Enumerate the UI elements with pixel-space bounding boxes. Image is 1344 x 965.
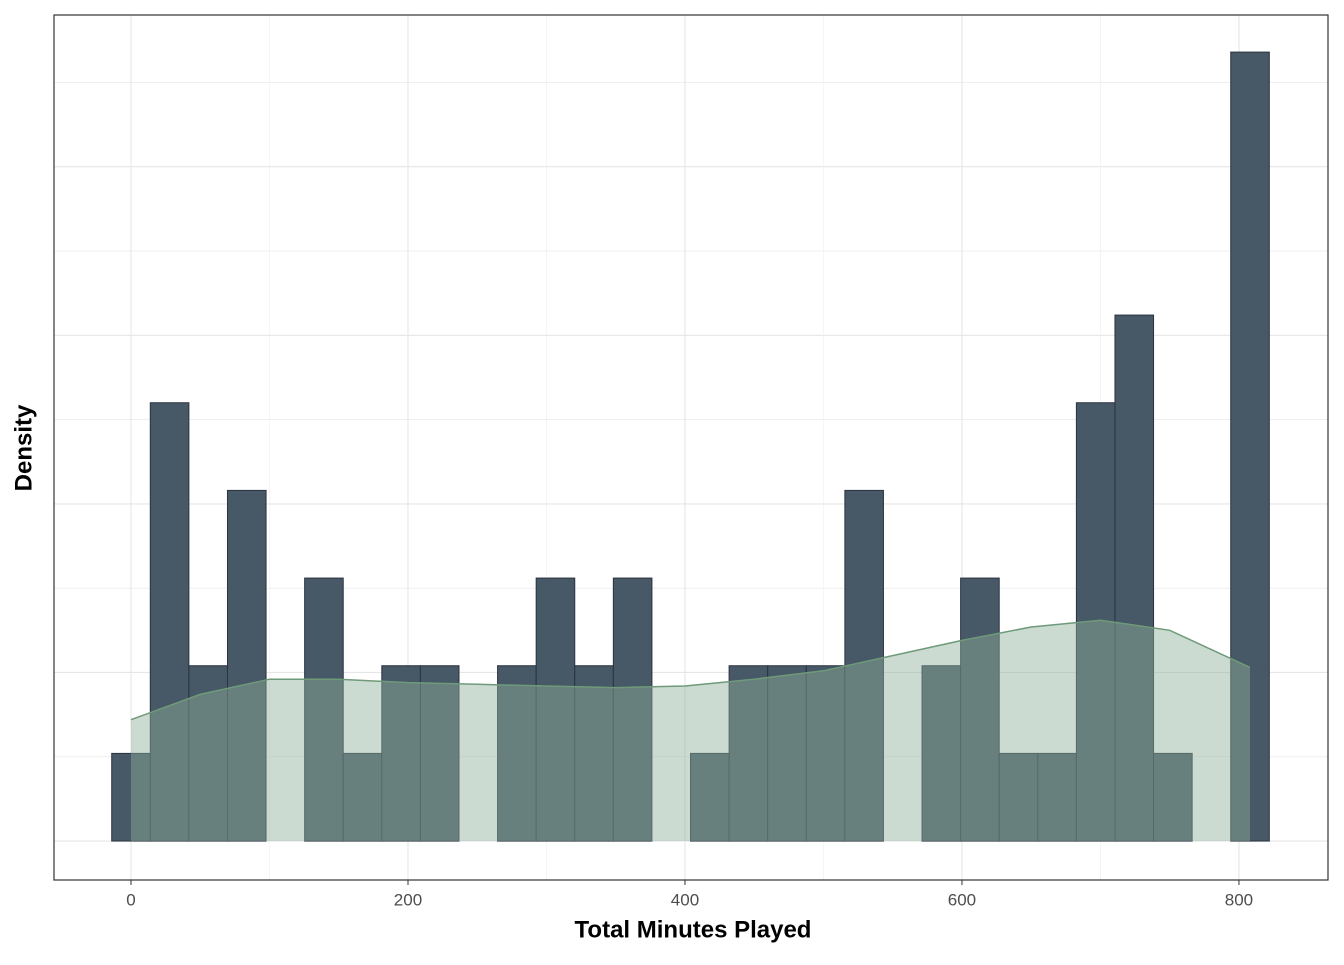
bar — [111, 752, 151, 842]
bar — [767, 665, 807, 842]
plot-border — [53, 14, 1329, 881]
bar — [149, 402, 190, 842]
bar — [1230, 51, 1270, 842]
bar — [574, 665, 614, 842]
x-axis-title: Total Minutes Played — [575, 916, 812, 943]
bar — [226, 489, 267, 842]
x-tick-label: 0 — [126, 890, 135, 909]
y-axis-title: Density — [10, 404, 37, 491]
density-layer — [130, 619, 1251, 842]
x-tick-label: 800 — [1225, 890, 1253, 909]
bar — [381, 665, 421, 842]
bar — [304, 577, 344, 842]
bar — [188, 665, 228, 842]
bars — [111, 51, 1270, 842]
density-line — [130, 619, 1251, 721]
bar — [342, 752, 383, 842]
x-tick-label: 400 — [671, 890, 699, 909]
axes: 0 200 400 600 800 — [126, 880, 1253, 909]
bar — [535, 577, 576, 842]
density-area — [131, 620, 1250, 842]
bar — [1037, 752, 1077, 842]
bar — [1153, 752, 1193, 842]
bar — [612, 577, 653, 842]
bar — [728, 665, 769, 842]
bar — [805, 665, 846, 842]
x-tick-label: 200 — [394, 890, 422, 909]
bar — [921, 665, 962, 842]
bar — [690, 752, 730, 842]
bar — [960, 577, 1000, 842]
x-tick-label: 600 — [948, 890, 976, 909]
bar — [419, 665, 460, 842]
bar — [998, 752, 1039, 842]
bar — [844, 489, 884, 842]
bar — [1114, 314, 1155, 842]
